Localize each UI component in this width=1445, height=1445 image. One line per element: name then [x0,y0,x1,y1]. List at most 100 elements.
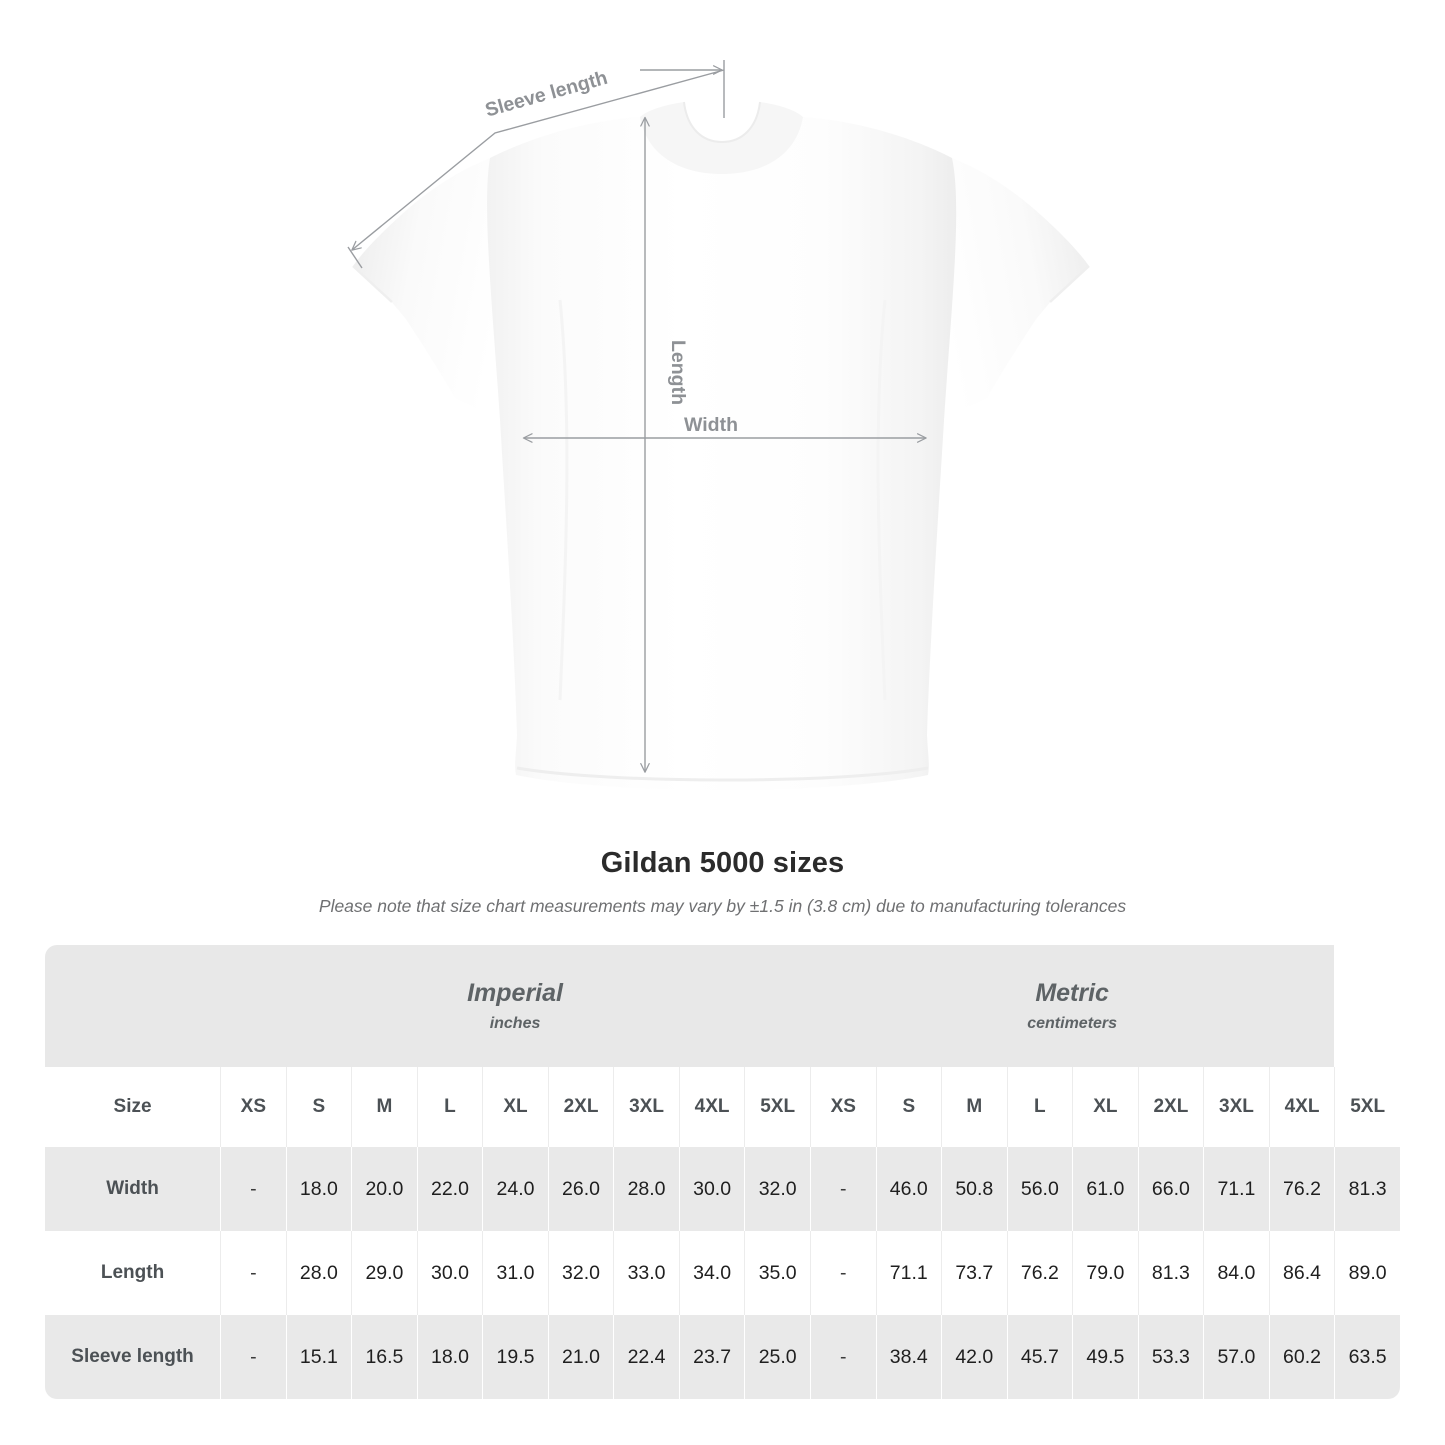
unit-group-header-row: Imperial inches Metric centimeters [45,945,1400,1067]
size-header-imperial-2xl: 2XL [547,1067,614,1147]
cell-sleeve-metric-xl: 49.5 [1072,1315,1138,1399]
cell-sleeve-imperial-s: 15.1 [285,1315,352,1399]
tshirt-collar-inner-edge [683,101,761,144]
cell-sleeve-metric-xs: - [809,1315,876,1399]
cell-sleeve-metric-5xl: 63.5 [1334,1315,1400,1399]
cell-sleeve-metric-l: 45.7 [1006,1315,1073,1399]
tshirt-collar [640,102,803,174]
cell-width-imperial-3xl: 28.0 [613,1147,679,1231]
size-header-metric-xl: XL [1072,1067,1138,1147]
cell-width-metric-m: 50.8 [941,1147,1007,1231]
size-header-imperial-4xl: 4XL [678,1067,745,1147]
cell-width-metric-4xl: 76.2 [1268,1147,1335,1231]
unit-group-imperial: Imperial inches [220,945,810,1067]
size-header-metric-2xl: 2XL [1137,1067,1204,1147]
width-label: Width [684,414,738,436]
cell-length-imperial-4xl: 34.0 [678,1231,745,1315]
size-header-imperial-xs: XS [220,1067,286,1147]
cell-width-metric-xs: - [809,1147,876,1231]
unit-group-metric-name: Metric [1035,978,1109,1007]
cell-length-imperial-xl: 31.0 [482,1231,548,1315]
cell-length-imperial-l: 30.0 [416,1231,483,1315]
cell-length-metric-3xl: 84.0 [1203,1231,1269,1315]
cell-sleeve-imperial-l: 18.0 [416,1315,483,1399]
cell-width-imperial-2xl: 26.0 [547,1147,614,1231]
fabric-fold-right [876,299,887,701]
cell-sleeve-metric-4xl: 60.2 [1268,1315,1335,1399]
cell-width-imperial-xl: 24.0 [482,1147,548,1231]
sleeve-length-end-tick [347,246,363,269]
cell-width-metric-s: 46.0 [875,1147,942,1231]
cell-length-imperial-5xl: 35.0 [744,1231,810,1315]
size-table: Imperial inches Metric centimeters Size … [45,945,1400,1399]
table-row: Width - 18.0 20.0 22.0 24.0 26.0 28.0 30… [45,1147,1400,1231]
cell-sleeve-metric-2xl: 53.3 [1137,1315,1204,1399]
cell-sleeve-imperial-xs: - [220,1315,286,1399]
unit-group-metric-sub: centimeters [1027,1014,1118,1032]
hem-line [516,766,929,782]
row-label-length: Length [45,1231,221,1315]
left-sleeve-hem [352,265,393,303]
cell-length-metric-l: 76.2 [1006,1231,1073,1315]
size-header-imperial-3xl: 3XL [613,1067,679,1147]
cell-width-metric-5xl: 81.3 [1334,1147,1400,1231]
unit-header-spacer [45,945,221,1067]
size-column-header: Size [45,1067,221,1147]
cell-sleeve-imperial-2xl: 21.0 [547,1315,614,1399]
size-header-metric-xs: XS [809,1067,876,1147]
cell-length-imperial-2xl: 32.0 [547,1231,614,1315]
unit-group-metric: Metric centimeters [809,945,1335,1067]
tolerance-note: Please note that size chart measurements… [318,896,1127,917]
size-header-row: Size XS S M L XL 2XL 3XL 4XL 5XL XS S M … [45,1067,1400,1147]
size-header-imperial-m: M [351,1067,417,1147]
cell-length-metric-xs: - [809,1231,876,1315]
tshirt-left-sleeve [353,158,513,420]
size-header-metric-4xl: 4XL [1268,1067,1335,1147]
table-row: Sleeve length - 15.1 16.5 18.0 19.5 21.0… [45,1315,1400,1399]
cell-length-imperial-3xl: 33.0 [613,1231,679,1315]
tshirt-right-sleeve [929,158,1089,420]
cell-width-metric-2xl: 66.0 [1137,1147,1204,1231]
tshirt-measurement-diagram: Sleeve length Length Width [347,60,1090,790]
cell-width-metric-l: 56.0 [1006,1147,1073,1231]
cell-width-metric-xl: 61.0 [1072,1147,1138,1231]
length-label: Length [667,340,689,405]
tshirt-body [487,117,957,790]
cell-width-imperial-s: 18.0 [285,1147,352,1231]
cell-length-metric-s: 71.1 [875,1231,942,1315]
cell-sleeve-imperial-xl: 19.5 [482,1315,548,1399]
cell-width-imperial-l: 22.0 [416,1147,483,1231]
cell-length-metric-xl: 79.0 [1072,1231,1138,1315]
unit-group-imperial-name: Imperial [467,978,563,1007]
row-label-sleeve-length: Sleeve length [45,1315,221,1399]
cell-length-metric-4xl: 86.4 [1268,1231,1335,1315]
size-header-imperial-l: L [416,1067,483,1147]
cell-length-metric-2xl: 81.3 [1137,1231,1204,1315]
cell-width-imperial-xs: - [220,1147,286,1231]
fabric-fold-left [558,299,569,701]
cell-length-imperial-m: 29.0 [351,1231,417,1315]
size-header-metric-s: S [875,1067,942,1147]
unit-group-imperial-sub: inches [489,1014,541,1032]
cell-sleeve-imperial-5xl: 25.0 [744,1315,810,1399]
cell-sleeve-imperial-m: 16.5 [351,1315,417,1399]
measurement-annotations [347,60,927,773]
cell-length-metric-m: 73.7 [941,1231,1007,1315]
cell-sleeve-metric-m: 42.0 [941,1315,1007,1399]
table-row: Length - 28.0 29.0 30.0 31.0 32.0 33.0 3… [45,1231,1400,1315]
size-header-metric-3xl: 3XL [1203,1067,1269,1147]
size-header-imperial-5xl: 5XL [744,1067,810,1147]
right-sleeve-hem [1049,265,1090,303]
chart-heading-block: Gildan 5000 sizes Please note that size … [0,845,1445,918]
cell-width-imperial-4xl: 30.0 [678,1147,745,1231]
cell-length-imperial-s: 28.0 [285,1231,352,1315]
cell-sleeve-metric-s: 38.4 [875,1315,942,1399]
cell-sleeve-imperial-4xl: 23.7 [678,1315,745,1399]
cell-width-imperial-5xl: 32.0 [744,1147,810,1231]
cell-sleeve-imperial-3xl: 22.4 [613,1315,679,1399]
size-header-imperial-xl: XL [482,1067,548,1147]
cell-width-metric-3xl: 71.1 [1203,1147,1269,1231]
cell-width-imperial-m: 20.0 [351,1147,417,1231]
row-label-width: Width [45,1147,221,1231]
